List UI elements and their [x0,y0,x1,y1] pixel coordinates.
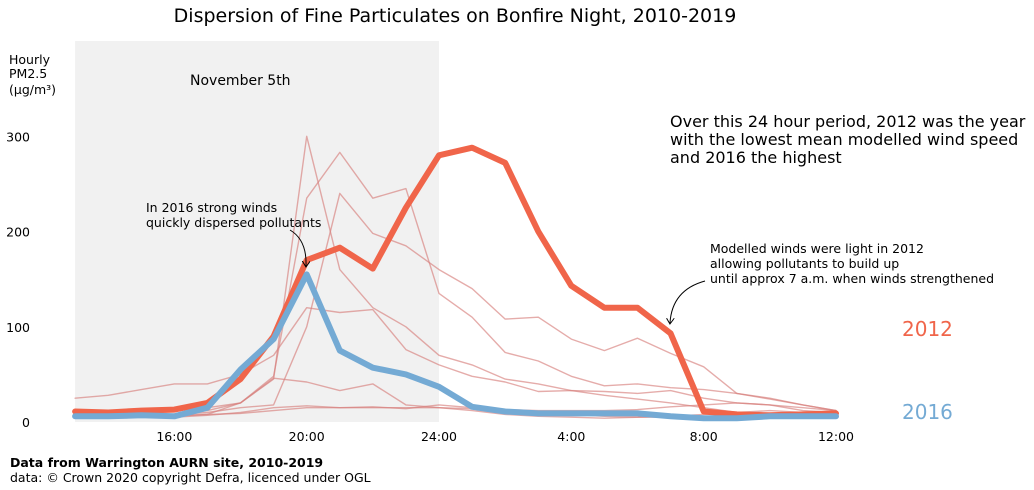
highlight-series-group [72,144,839,422]
strong-winds-annotation: In 2016 strong winds quickly dispersed p… [146,200,321,230]
y-tick-label: 200 [6,225,30,240]
x-tick-label: 16:00 [156,429,192,444]
x-tick-label: 12:00 [818,429,854,444]
y-axis: 0 100 200 300 [6,129,30,430]
x-tick-label: 24:00 [421,429,457,444]
series-label-2012: 2012 [902,317,953,341]
x-tick-label: 8:00 [690,429,718,444]
y-axis-label: Hourly PM2.5 (µg/m³) [9,52,56,97]
y-tick-label: 300 [6,129,30,144]
footer-source: Data from Warrington AURN site, 2010-201… [10,455,324,470]
series-line-2016 [72,271,839,422]
light-winds-annotation: Modelled winds were light in 2012 allowi… [710,241,994,286]
series-label-2016: 2016 [902,400,953,424]
background-series-line [74,307,837,414]
x-axis: 16:00 20:00 24:00 4:00 8:00 12:00 [156,429,854,444]
background-series-line [74,402,837,418]
x-tick-label: 4:00 [557,429,585,444]
x-tick-label: 20:00 [289,429,325,444]
strong-winds-arrow [289,229,306,266]
wind-note-annotation: Over this 24 hour period, 2012 was the y… [670,112,1030,167]
shaded-region-label: November 5th [190,73,291,89]
y-tick-label: 100 [6,320,30,335]
footer-licence: data: © Crown 2020 copyright Defra, lice… [10,470,371,485]
light-winds-arrow [670,280,706,323]
chart-title: Dispersion of Fine Particulates on Bonfi… [174,5,737,27]
y-tick-label: 0 [22,415,30,430]
series-line-2012 [72,144,839,419]
background-series-line [74,192,837,416]
